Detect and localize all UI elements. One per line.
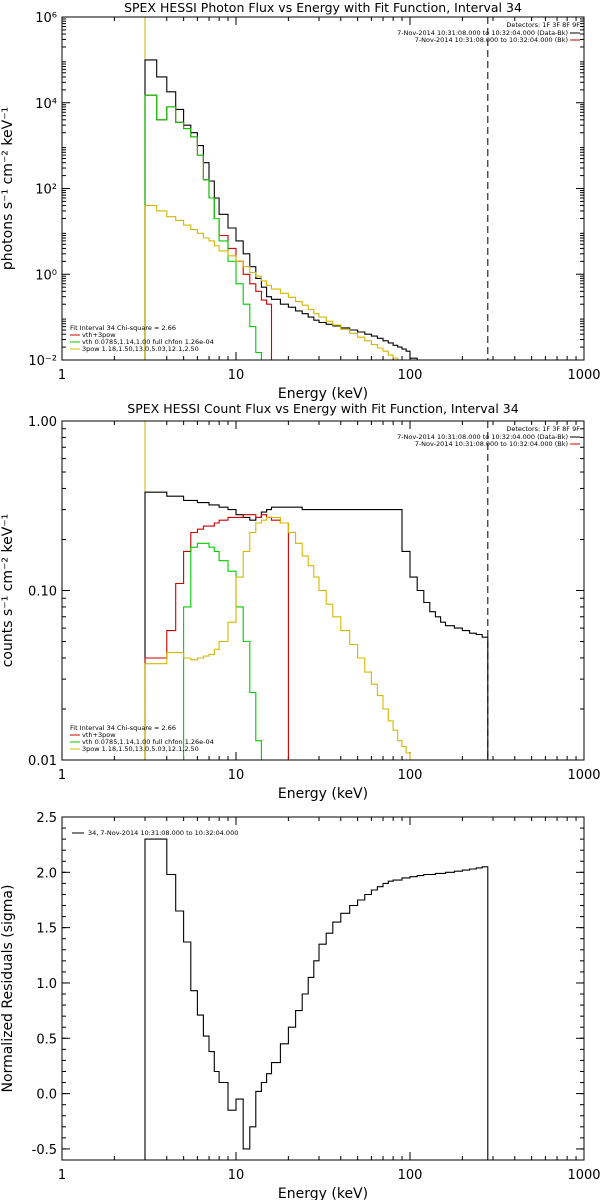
legend-entry: 7-Nov-2014 10:31:08.000 to 10:32:04.000 … — [397, 433, 568, 441]
y-tick-label: 2.0 — [36, 866, 57, 881]
x-tick-label: 10 — [228, 368, 245, 383]
legend-entry: vth 0.0785,1.14,1.00 full chfon 1.26e-04 — [82, 738, 214, 746]
legend-fit: Fit Interval 34 Chi-square = 2.66vth+3po… — [70, 324, 214, 353]
legend-title: Detectors: 1F 3F 8F 9F — [506, 21, 580, 29]
series-line-1 — [144, 59, 418, 360]
x-tick-label: 1000 — [567, 1168, 600, 1183]
y-axis-label: Normalized Residuals (sigma) — [0, 885, 16, 1093]
chart-title: SPEX HESSI Photon Flux vs Energy with Fi… — [124, 0, 522, 15]
plot-frame — [61, 16, 585, 361]
legend-entry: Fit Interval 34 Chi-square = 2.66 — [70, 724, 176, 732]
legend-entry: vth+3pow — [82, 731, 116, 739]
y-tick-label: 10² — [35, 183, 57, 198]
y-tick-label: 10⁶ — [35, 11, 57, 26]
plot-frame — [61, 420, 585, 761]
plot-area — [144, 17, 489, 360]
x-axis-label: Energy (keV) — [278, 1186, 368, 1200]
legend-entry: 7-Nov-2014 10:31:08.000 to 10:32:04.000 … — [415, 36, 568, 44]
x-tick-label: 1000 — [567, 368, 600, 383]
chart-panel-1: SPEX HESSI Photon Flux vs Energy with Fi… — [0, 0, 600, 402]
y-tick-label: 1.5 — [36, 922, 57, 937]
x-tick-label: 100 — [398, 1168, 423, 1183]
legend-fit: Fit Interval 34 Chi-square = 2.66vth+3po… — [70, 724, 214, 753]
x-axis-label: Energy (keV) — [278, 786, 368, 802]
x-tick-label: 10 — [228, 768, 245, 783]
plot-area — [144, 421, 489, 760]
y-tick-label: 10⁻² — [28, 354, 57, 369]
chart-panel-2: SPEX HESSI Count Flux vs Energy with Fit… — [0, 401, 600, 802]
y-axis-label: counts s⁻¹ cm⁻² keV⁻¹ — [0, 514, 16, 668]
x-tick-label: 100 — [398, 368, 423, 383]
legend-title: Detectors: 1F 3F 8F 9F — [506, 425, 580, 433]
x-tick-label: 100 — [398, 768, 423, 783]
x-tick-label: 1 — [58, 1168, 66, 1183]
series-line-4 — [144, 205, 399, 360]
y-tick-label: 0.10 — [28, 585, 57, 600]
chart-panel-3: 1 10 100 1000 -0.5 0.0 0.5 1.0 1.5 2.0 2.5 Energy (… — [0, 811, 600, 1200]
y-tick-label: 1.0 — [36, 977, 57, 992]
series-line-3 — [183, 542, 262, 760]
x-tick-label: 10 — [228, 1168, 245, 1183]
legend-entry: Fit Interval 34 Chi-square = 2.66 — [70, 324, 176, 332]
y-tick-label: -0.5 — [32, 1143, 57, 1158]
x-tick-label: 1000 — [567, 768, 600, 783]
legend-detectors: Detectors: 1F 3F 8F 9F7-Nov-2014 10:31:0… — [397, 425, 580, 448]
x-axis-label: Energy (keV) — [278, 386, 368, 402]
legend-entry: 3pow 1.18,1.50,13.0,5.03,12.1,2.50 — [82, 745, 199, 753]
legend-detectors: Detectors: 1F 3F 8F 9F7-Nov-2014 10:31:0… — [397, 21, 580, 44]
x-tick-label: 1 — [58, 768, 66, 783]
legend-entry: 3pow 1.18,1.50,13.0,5.03,12.1,2.50 — [82, 345, 199, 353]
y-tick-label: 0.0 — [36, 1088, 57, 1103]
legend-entry: vth+3pow — [82, 331, 116, 339]
series-line-3 — [144, 94, 262, 360]
y-tick-label: 10⁴ — [35, 97, 57, 112]
legend-entry: vth 0.0785,1.14,1.00 full chfon 1.26e-04 — [82, 338, 214, 346]
x-tick-label: 1 — [58, 368, 66, 383]
legend-entry: 7-Nov-2014 10:31:08.000 to 10:32:04.000 … — [415, 440, 568, 448]
legend-interval: 34, 7-Nov-2014 10:31:08.000 to 10:32:04.… — [72, 829, 238, 837]
y-tick-label: 0.01 — [28, 754, 57, 769]
y-tick-label: 1.00 — [28, 415, 57, 430]
y-axis-label: photons s⁻¹ cm⁻² keV⁻¹ — [0, 107, 16, 270]
y-tick-label: 0.5 — [36, 1032, 57, 1047]
chart-title: SPEX HESSI Count Flux vs Energy with Fit… — [127, 401, 518, 416]
series-line-1 — [144, 491, 489, 760]
legend-entry: 7-Nov-2014 10:31:08.000 to 10:32:04.000 … — [397, 29, 568, 37]
legend-entry: 34, 7-Nov-2014 10:31:08.000 to 10:32:04.… — [88, 829, 238, 837]
y-tick-label: 2.5 — [36, 811, 57, 826]
plot-area — [144, 838, 489, 1160]
plot-frame — [61, 816, 585, 1161]
series-line-1 — [144, 838, 489, 1160]
series-line-4 — [144, 516, 411, 760]
y-tick-label: 10⁰ — [35, 268, 57, 283]
